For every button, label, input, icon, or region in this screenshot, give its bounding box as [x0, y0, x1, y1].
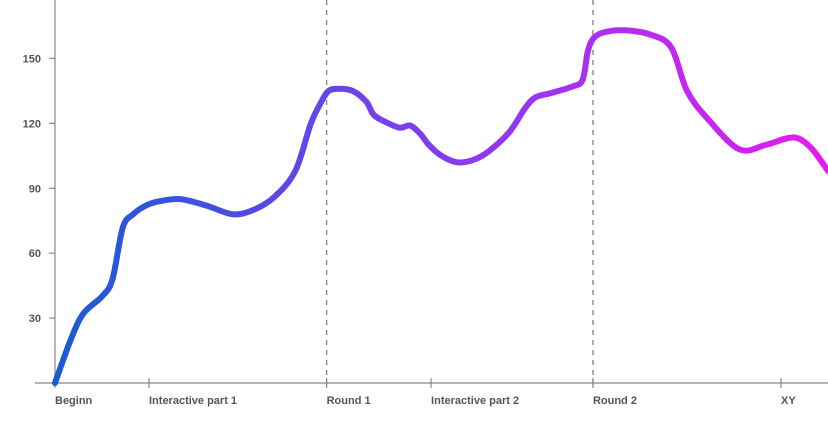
x-axis: Beginn Interactive part 1 Round 1 Interacti…	[35, 378, 828, 407]
series-line	[52, 27, 828, 386]
y-tick-label: 30	[29, 313, 41, 325]
phase-dividers	[325, 0, 594, 388]
series-group	[52, 27, 828, 386]
y-axis: 30 60 90 120 150	[23, 0, 56, 383]
x-tick-label: XY	[781, 395, 796, 407]
x-tick-label: Interactive part 2	[431, 395, 519, 407]
x-tick-label: Round 2	[593, 395, 637, 407]
x-tick-label: Round 1	[327, 395, 371, 407]
x-tick-label: Beginn	[55, 395, 93, 407]
x-tick-label: Interactive part 1	[149, 395, 237, 407]
y-tick-label: 90	[29, 183, 41, 195]
y-tick-label: 60	[29, 248, 41, 260]
y-tick-label: 150	[23, 53, 41, 65]
y-tick-label: 120	[23, 118, 41, 130]
